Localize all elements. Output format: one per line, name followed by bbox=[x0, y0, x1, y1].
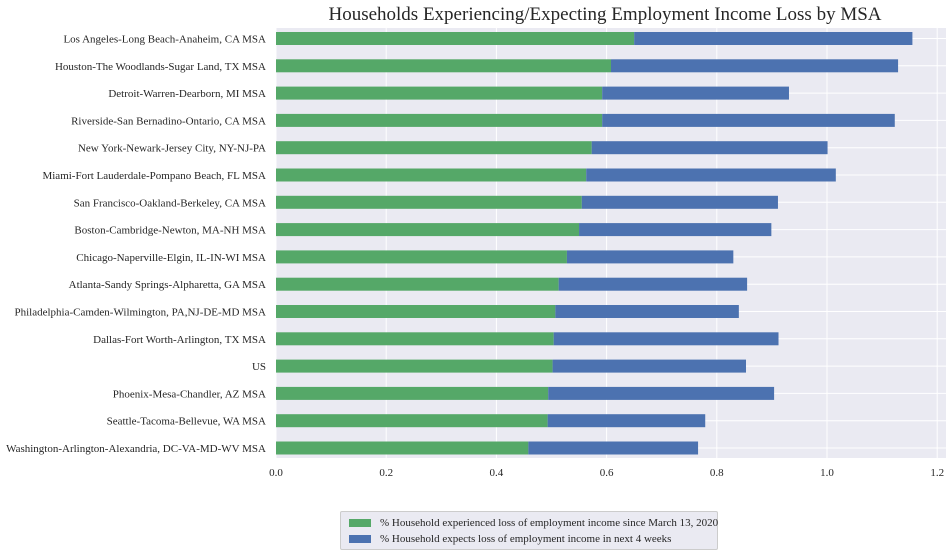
bar-expects-loss bbox=[602, 86, 789, 100]
x-tick-label: 1.0 bbox=[820, 467, 834, 479]
x-tick-label: 1.2 bbox=[930, 467, 944, 479]
bar-expects-loss bbox=[558, 277, 748, 291]
category-label: Phoenix-Mesa-Chandler, AZ MSA bbox=[113, 388, 266, 400]
category-label: US bbox=[252, 361, 266, 373]
bar-experienced-loss bbox=[276, 59, 612, 73]
x-tick-label: 0.8 bbox=[710, 467, 724, 479]
bar-experienced-loss bbox=[276, 86, 603, 100]
category-label: Miami-Fort Lauderdale-Pompano Beach, FL … bbox=[42, 170, 266, 182]
bar-experienced-loss bbox=[276, 332, 554, 346]
legend-swatch-experienced bbox=[349, 519, 371, 527]
bar-experienced-loss bbox=[276, 113, 603, 127]
category-label: Boston-Cambridge-Newton, MA-NH MSA bbox=[74, 225, 266, 237]
chart-title: Households Experiencing/Expecting Employ… bbox=[328, 4, 881, 25]
bar-expects-loss bbox=[602, 113, 895, 127]
legend-label-expects: % Household expects loss of employment i… bbox=[380, 533, 672, 545]
bar-experienced-loss bbox=[276, 141, 592, 155]
bar-expects-loss bbox=[579, 223, 772, 237]
x-tick-label: 0.4 bbox=[490, 467, 504, 479]
bar-experienced-loss bbox=[276, 386, 549, 400]
legend-item-expects: % Household expects loss of employment i… bbox=[349, 531, 709, 547]
bar-expects-loss bbox=[634, 32, 913, 45]
bar-experienced-loss bbox=[276, 441, 529, 455]
bar-expects-loss bbox=[591, 141, 828, 155]
category-label: Chicago-Naperville-Elgin, IL-IN-WI MSA bbox=[76, 252, 266, 264]
bar-experienced-loss bbox=[276, 359, 553, 373]
category-labels: Los Angeles-Long Beach-Anaheim, CA MSA Ho… bbox=[6, 34, 266, 456]
bar-expects-loss bbox=[528, 441, 699, 455]
legend-item-experienced: % Household experienced loss of employme… bbox=[349, 515, 718, 531]
category-label: Detroit-Warren-Dearborn, MI MSA bbox=[108, 88, 266, 100]
bar-expects-loss bbox=[611, 59, 899, 73]
bar-experienced-loss bbox=[276, 195, 582, 209]
bar-expects-loss bbox=[581, 195, 778, 209]
category-label: Philadelphia-Camden-Wilmington, PA,NJ-DE… bbox=[14, 307, 266, 319]
category-label: Riverside-San Bernadino-Ontario, CA MSA bbox=[71, 115, 266, 127]
category-label: Washington-Arlington-Alexandria, DC-VA-M… bbox=[6, 443, 266, 455]
x-tick-labels: 0.0 0.2 0.4 0.6 0.8 1.0 1.2 bbox=[269, 467, 944, 479]
bar-experienced-loss bbox=[276, 414, 548, 428]
category-label: Houston-The Woodlands-Sugar Land, TX MSA bbox=[55, 61, 266, 73]
bar-expects-loss bbox=[586, 168, 836, 182]
bar-experienced-loss bbox=[276, 223, 580, 237]
bar-expects-loss bbox=[566, 250, 734, 264]
legend-swatch-expects bbox=[349, 535, 371, 543]
bars bbox=[276, 32, 913, 455]
category-label: Atlanta-Sandy Springs-Alpharetta, GA MSA bbox=[69, 279, 266, 291]
plot-area bbox=[276, 28, 946, 458]
bar-experienced-loss bbox=[276, 168, 587, 182]
x-tick-label: 0.6 bbox=[600, 467, 614, 479]
bar-experienced-loss bbox=[276, 250, 567, 264]
category-label: San Francisco-Oakland-Berkeley, CA MSA bbox=[74, 197, 266, 209]
bar-experienced-loss bbox=[276, 32, 635, 45]
bar-expects-loss bbox=[553, 332, 779, 346]
bar-expects-loss bbox=[548, 386, 775, 400]
category-label: Dallas-Fort Worth-Arlington, TX MSA bbox=[93, 334, 266, 346]
category-label: Seattle-Tacoma-Bellevue, WA MSA bbox=[107, 416, 266, 428]
bar-expects-loss bbox=[547, 414, 706, 428]
bar-experienced-loss bbox=[276, 305, 556, 318]
x-tick-label: 0.2 bbox=[379, 467, 393, 479]
bar-expects-loss bbox=[555, 305, 739, 318]
legend-label-experienced: % Household experienced loss of employme… bbox=[380, 517, 719, 529]
category-label: New York-Newark-Jersey City, NY-NJ-PA bbox=[78, 143, 266, 155]
x-tick-label: 0.0 bbox=[269, 467, 283, 479]
bar-experienced-loss bbox=[276, 277, 559, 291]
legend: % Household experienced loss of employme… bbox=[340, 511, 718, 550]
bar-expects-loss bbox=[552, 359, 747, 373]
category-label: Los Angeles-Long Beach-Anaheim, CA MSA bbox=[63, 34, 266, 46]
